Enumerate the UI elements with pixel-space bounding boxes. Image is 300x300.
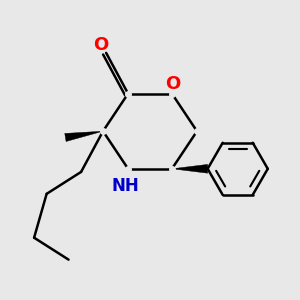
Text: O: O xyxy=(94,36,109,54)
Text: NH: NH xyxy=(111,177,139,195)
Polygon shape xyxy=(172,164,208,173)
Text: O: O xyxy=(165,75,180,93)
Polygon shape xyxy=(65,131,103,142)
